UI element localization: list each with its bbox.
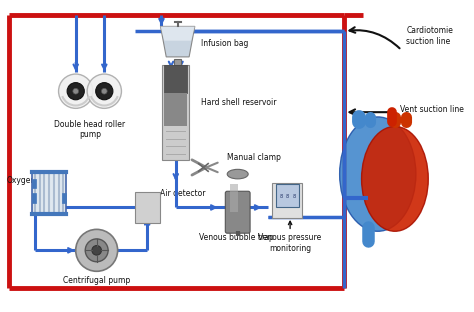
Text: 8: 8 — [280, 193, 283, 198]
FancyBboxPatch shape — [32, 193, 36, 203]
Text: Manual clamp: Manual clamp — [227, 154, 281, 163]
Circle shape — [73, 88, 79, 94]
Text: 8: 8 — [286, 193, 289, 198]
Circle shape — [67, 83, 84, 100]
Circle shape — [87, 74, 121, 108]
FancyBboxPatch shape — [135, 192, 160, 223]
FancyBboxPatch shape — [32, 172, 66, 214]
FancyBboxPatch shape — [230, 184, 237, 212]
Ellipse shape — [227, 169, 248, 179]
Circle shape — [96, 83, 113, 100]
Text: 8: 8 — [292, 193, 295, 198]
Text: Centrifugal pump: Centrifugal pump — [63, 276, 130, 285]
Text: Venous bubble trap: Venous bubble trap — [200, 233, 274, 242]
Text: Vent suction line: Vent suction line — [400, 105, 464, 115]
Circle shape — [92, 246, 101, 255]
FancyBboxPatch shape — [32, 179, 36, 188]
Text: Hard shell reservoir: Hard shell reservoir — [201, 98, 277, 107]
Text: Double head roller
pump: Double head roller pump — [55, 120, 126, 139]
Ellipse shape — [362, 126, 428, 231]
FancyBboxPatch shape — [164, 93, 187, 126]
Circle shape — [76, 229, 118, 271]
Text: Infusion bag: Infusion bag — [201, 39, 249, 48]
Circle shape — [101, 88, 107, 94]
Text: Oxygenator: Oxygenator — [6, 176, 51, 185]
Polygon shape — [161, 27, 195, 57]
FancyBboxPatch shape — [272, 183, 302, 218]
FancyBboxPatch shape — [174, 59, 182, 65]
FancyBboxPatch shape — [276, 184, 299, 207]
Ellipse shape — [340, 117, 416, 231]
FancyBboxPatch shape — [63, 193, 66, 203]
Text: Cardiotomie
suction line: Cardiotomie suction line — [406, 27, 453, 46]
Circle shape — [85, 239, 108, 262]
FancyBboxPatch shape — [163, 65, 189, 160]
Text: Air detector: Air detector — [160, 189, 205, 198]
FancyBboxPatch shape — [225, 191, 250, 233]
Circle shape — [59, 74, 93, 108]
Polygon shape — [161, 27, 195, 41]
Text: Venous pressure
monitoring: Venous pressure monitoring — [258, 233, 322, 253]
FancyBboxPatch shape — [164, 65, 187, 93]
